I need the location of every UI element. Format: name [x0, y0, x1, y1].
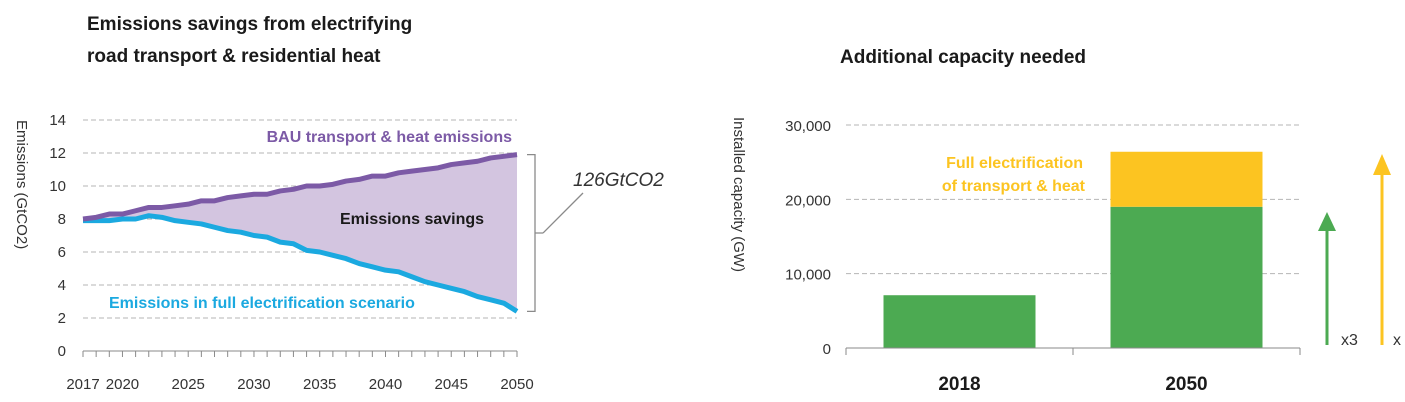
right-chart-title: Additional capacity needed	[840, 47, 1086, 68]
full-electrification-label-line-1: Full electrification	[946, 155, 1083, 172]
bar-full-electrification-2050	[1110, 151, 1263, 207]
left-y-tick-label-2: 2	[58, 310, 66, 327]
yellow-growth-arrow-head	[1373, 154, 1391, 175]
yellow-multiplier-label: x	[1393, 332, 1401, 349]
savings-total-label: 126GtCO2	[573, 170, 664, 191]
right-y-tick-label-20000: 20,000	[785, 192, 831, 209]
electrification-series-line	[83, 213, 519, 314]
left-y-tick-label-0: 0	[58, 343, 66, 360]
right-chart-y-axis-label: Installed capacity (GW)	[730, 117, 747, 272]
left-y-tick-label-10: 10	[49, 178, 66, 195]
right-y-tick-label-30000: 30,000	[785, 118, 831, 135]
bau-series-label: BAU transport & heat emissions	[267, 129, 512, 146]
left-x-tick-label-2045: 2045	[435, 376, 468, 393]
green-multiplier-label: x3	[1341, 332, 1358, 349]
green-growth-arrow-head	[1318, 212, 1336, 231]
right-chart-y-ticks: 0 10,000 20,000 30,000	[785, 118, 831, 358]
left-chart-title-line-1: Emissions savings from electrifying	[87, 14, 412, 35]
left-x-tick-label-2035: 2035	[303, 376, 336, 393]
left-chart-y-ticks: 0 2 4 6 8 10 12 14	[49, 112, 66, 360]
emissions-savings-label: Emissions savings	[340, 211, 484, 228]
left-y-tick-label-8: 8	[58, 211, 66, 228]
left-x-tick-label-2040: 2040	[369, 376, 402, 393]
growth-arrows	[1318, 154, 1391, 345]
right-chart-category-labels: 2018 2050	[938, 374, 1207, 395]
full-electrification-label-line-2: of transport & heat	[942, 178, 1086, 195]
left-x-tick-label-2020: 2020	[106, 376, 139, 393]
bar-current-capacity-2050	[1110, 206, 1263, 348]
savings-bracket	[527, 154, 543, 313]
left-chart-x-ticks: 2017 2020 2025 2030 2035 2040 2045 2050	[66, 351, 534, 393]
left-chart-y-axis-label: Emissions (GtCO2)	[13, 120, 30, 249]
right-x-category-label-2018: 2018	[938, 374, 980, 395]
bau-series-line	[82, 152, 518, 222]
emissions-savings-area	[83, 154, 517, 312]
right-chart-x-axis	[845, 347, 1301, 355]
left-chart-title-line-2: road transport & residential heat	[87, 46, 381, 67]
left-x-tick-label-2050: 2050	[500, 376, 533, 393]
left-x-tick-label-2025: 2025	[172, 376, 205, 393]
left-y-tick-label-12: 12	[49, 145, 66, 162]
left-y-tick-label-4: 4	[58, 277, 66, 294]
savings-bracket-leader	[542, 192, 584, 234]
right-y-tick-label-0: 0	[823, 341, 831, 358]
left-y-tick-label-14: 14	[49, 112, 66, 129]
right-chart-bars	[883, 151, 1263, 348]
right-x-category-label-2050: 2050	[1165, 374, 1207, 395]
left-x-tick-label-2017: 2017	[66, 376, 99, 393]
electrification-series-label: Emissions in full electrification scenar…	[109, 295, 415, 312]
bar-current-capacity-2018	[883, 295, 1036, 348]
left-y-tick-label-6: 6	[58, 244, 66, 261]
left-x-tick-label-2030: 2030	[237, 376, 270, 393]
right-y-tick-label-10000: 10,000	[785, 267, 831, 284]
